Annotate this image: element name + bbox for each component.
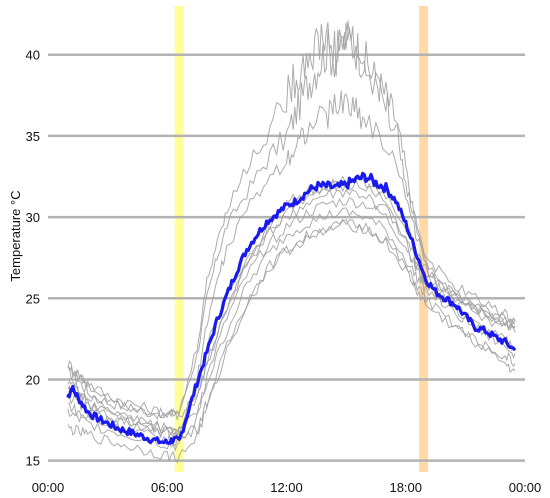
background-series-8 — [67, 22, 516, 422]
x-tick-label-4: 00:00 — [509, 480, 542, 495]
y-tick-label-35: 35 — [26, 129, 40, 144]
x-tick-label-2: 12:00 — [270, 480, 303, 495]
background-series-4 — [67, 218, 516, 448]
x-tick-label-0: 00:00 — [32, 480, 65, 495]
background-series-6 — [67, 176, 516, 435]
background-series-7 — [67, 90, 516, 439]
highlight-series — [66, 171, 517, 445]
y-tick-label-25: 25 — [26, 291, 40, 306]
y-tick-label-20: 20 — [26, 372, 40, 387]
y-axis-tick-labels: 15 20 25 30 35 40 — [26, 48, 40, 469]
time-bands — [174, 6, 429, 472]
background-series-group — [67, 20, 516, 464]
y-tick-label-40: 40 — [26, 48, 40, 63]
y-tick-label-30: 30 — [26, 210, 40, 225]
x-axis-tick-labels: 00:00 06:00 12:00 18:00 00:00 — [32, 480, 542, 495]
background-series-10 — [67, 187, 516, 439]
y-axis-title: Temperature °C — [8, 190, 23, 281]
sunset-band — [419, 6, 429, 472]
x-tick-label-3: 18:00 — [389, 480, 422, 495]
sunrise-band — [174, 6, 184, 472]
x-tick-label-1: 06:00 — [151, 480, 184, 495]
background-series-5 — [67, 219, 516, 464]
background-series-1 — [67, 20, 516, 420]
background-series-3 — [67, 207, 516, 437]
highlight-series-group — [66, 171, 517, 445]
y-tick-label-15: 15 — [26, 454, 40, 469]
